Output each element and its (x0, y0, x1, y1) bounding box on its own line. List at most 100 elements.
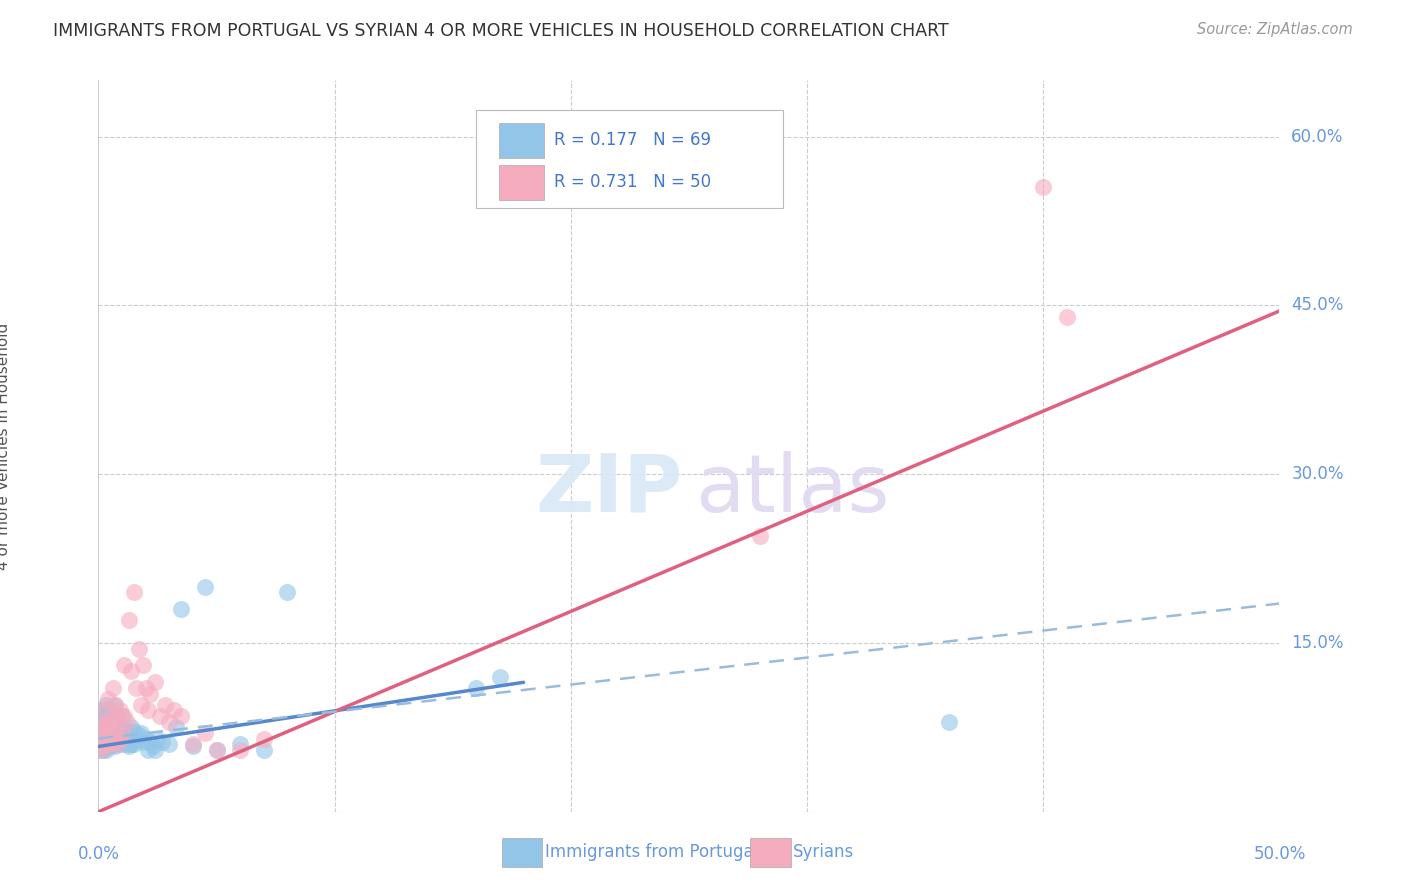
Point (229, 743, 252, 757)
Point (98, 717, 121, 731)
Point (135, 731, 157, 746)
Point (125, 681, 148, 695)
Point (97, 735, 120, 749)
Point (170, 602, 193, 616)
Point (105, 723, 128, 738)
Point (90, 714, 112, 729)
Point (112, 731, 135, 746)
Text: 50.0%: 50.0% (1253, 846, 1306, 863)
Point (111, 723, 134, 738)
Point (157, 737, 180, 751)
Point (146, 731, 169, 746)
Point (115, 723, 138, 738)
Point (104, 698, 127, 712)
Point (181, 739, 204, 754)
Point (132, 658, 155, 673)
Point (98, 728, 121, 742)
Point (748, 529, 770, 543)
Point (128, 641, 150, 656)
Point (108, 720, 131, 734)
Point (153, 698, 176, 712)
Point (90, 720, 112, 734)
Point (149, 709, 172, 723)
Point (104, 739, 127, 754)
Point (122, 723, 145, 738)
Point (181, 737, 204, 751)
Point (129, 698, 152, 712)
Text: R = 0.731   N = 50: R = 0.731 N = 50 (554, 173, 711, 192)
Point (118, 614, 141, 628)
Point (105, 737, 128, 751)
Point (253, 743, 276, 757)
Point (101, 735, 124, 749)
Point (90, 743, 112, 757)
Point (465, 681, 488, 695)
Point (170, 709, 193, 723)
Point (101, 714, 124, 729)
FancyBboxPatch shape (499, 123, 544, 158)
Point (94, 720, 117, 734)
Point (90, 731, 112, 746)
Point (136, 743, 159, 757)
Point (90, 737, 112, 751)
Point (139, 687, 162, 701)
Point (121, 720, 143, 734)
Point (136, 703, 159, 717)
Point (101, 737, 124, 751)
Point (98, 737, 121, 751)
Point (128, 728, 150, 742)
Text: 30.0%: 30.0% (1291, 465, 1344, 483)
Point (105, 737, 128, 751)
Point (101, 681, 124, 695)
Point (165, 720, 187, 734)
Point (253, 731, 276, 746)
Point (112, 658, 135, 673)
Point (135, 681, 157, 695)
Text: Syrians: Syrians (793, 843, 853, 861)
Point (97, 726, 120, 740)
Point (142, 739, 165, 754)
Point (118, 739, 141, 754)
Point (91, 739, 114, 754)
Point (115, 737, 138, 751)
Point (111, 709, 134, 723)
FancyBboxPatch shape (477, 110, 783, 209)
Point (194, 726, 217, 740)
Point (105, 709, 128, 723)
Point (94, 737, 117, 751)
FancyBboxPatch shape (502, 838, 543, 867)
Point (90, 703, 112, 717)
Point (139, 735, 162, 749)
Point (150, 735, 173, 749)
Point (91, 720, 114, 734)
Point (118, 723, 141, 738)
Point (90, 743, 112, 757)
Point (98, 739, 121, 754)
Point (205, 743, 228, 757)
Text: Immigrants from Portugal: Immigrants from Portugal (546, 843, 758, 861)
Point (121, 737, 143, 751)
Point (157, 714, 180, 729)
Text: 4 or more Vehicles in Household: 4 or more Vehicles in Household (0, 322, 11, 570)
Point (122, 585, 145, 599)
Point (129, 726, 152, 740)
Point (97, 720, 120, 734)
Text: 45.0%: 45.0% (1291, 296, 1344, 314)
Point (938, 714, 960, 729)
Point (143, 743, 166, 757)
Point (98, 717, 121, 731)
Text: ZIP: ZIP (536, 450, 683, 529)
Point (163, 703, 186, 717)
Point (97, 737, 120, 751)
Point (111, 726, 134, 740)
Point (98, 706, 121, 720)
Text: 15.0%: 15.0% (1291, 634, 1344, 652)
Point (205, 743, 228, 757)
Point (94, 698, 117, 712)
Point (94, 731, 117, 746)
Point (94, 709, 117, 723)
Point (91, 731, 114, 746)
Point (101, 714, 124, 729)
Point (194, 580, 217, 594)
Point (104, 717, 127, 731)
